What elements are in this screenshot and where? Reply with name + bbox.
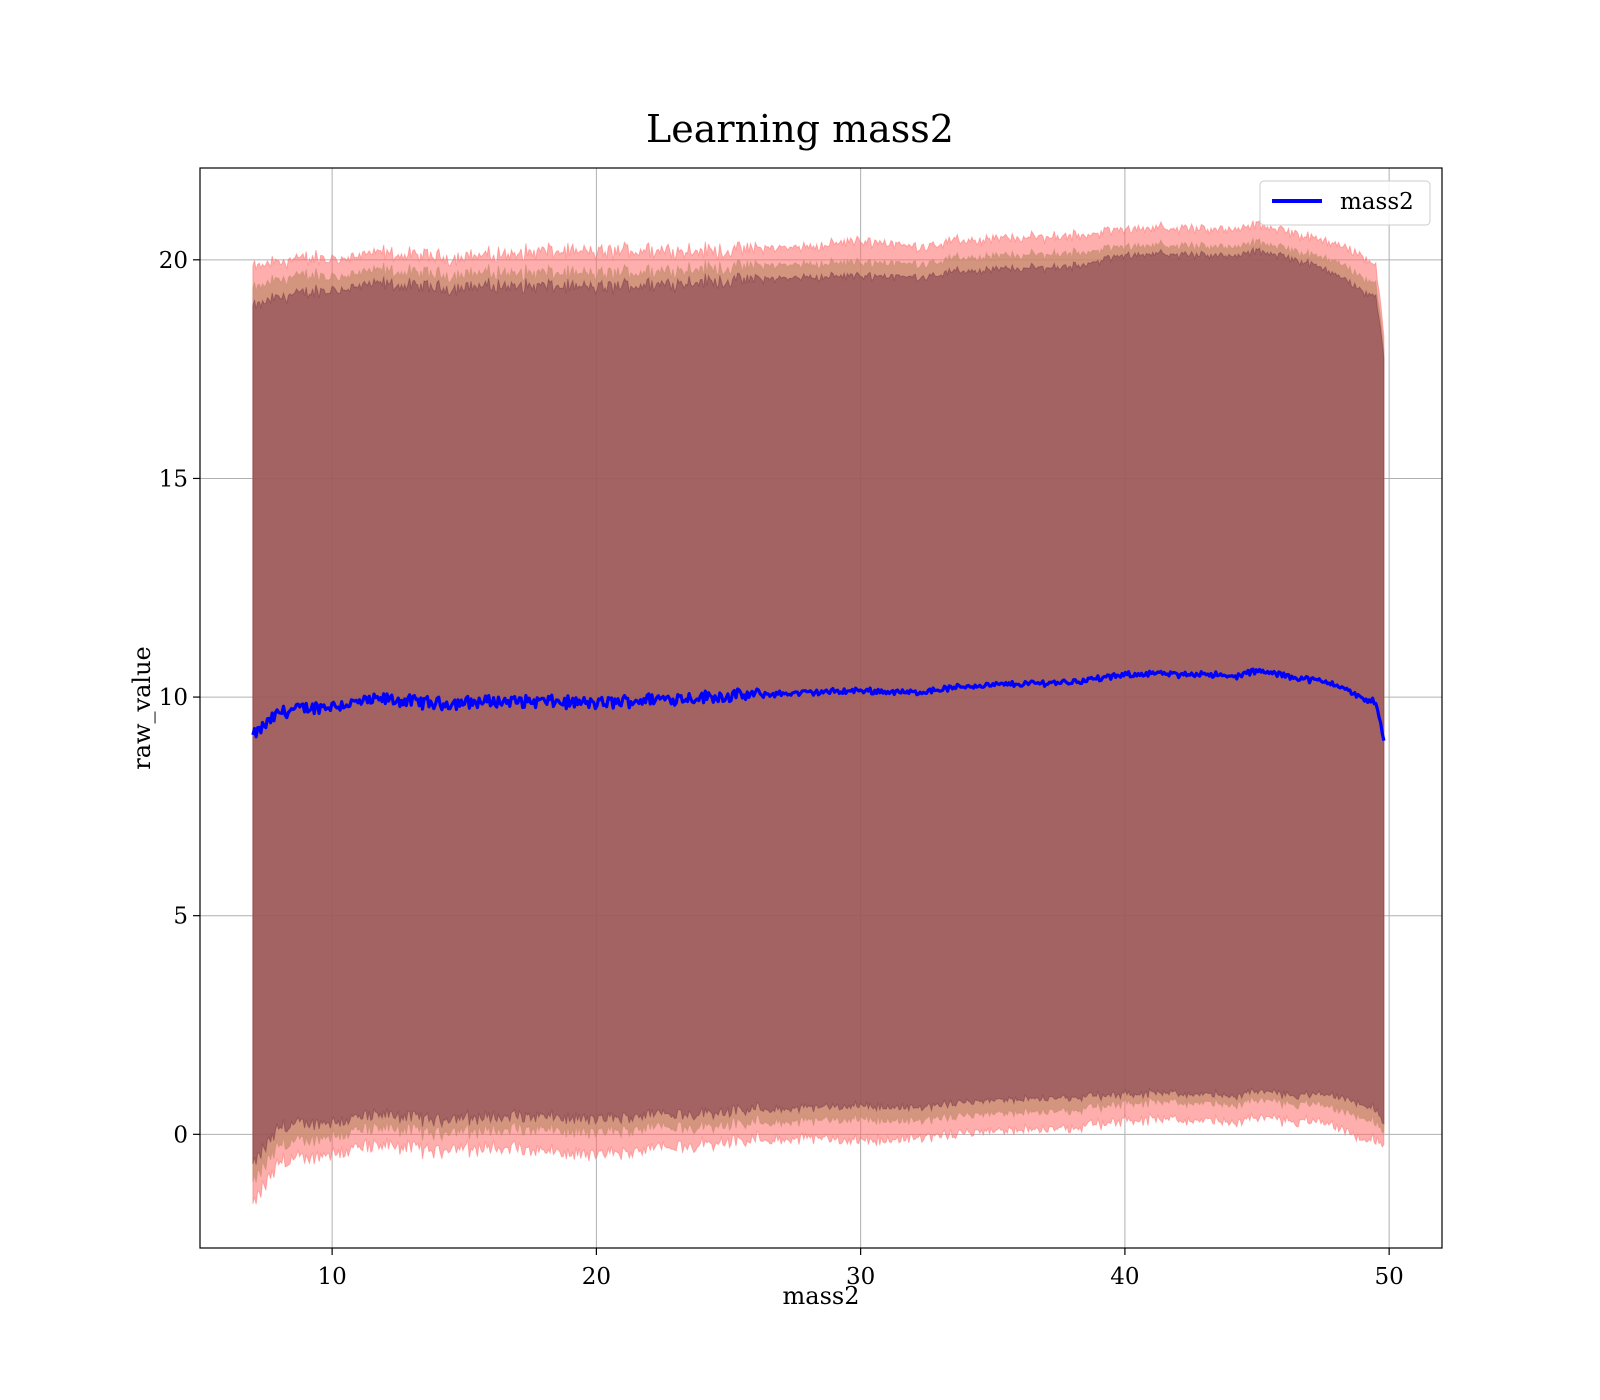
x-tick-label: 30 — [846, 1264, 875, 1290]
y-tick-label: 10 — [159, 685, 188, 711]
x-tick-label: 50 — [1375, 1264, 1404, 1290]
band-inner — [252, 246, 1385, 1165]
y-tick-label: 20 — [159, 248, 188, 274]
axis-ticks: 10 20 30 40 50 0 5 10 15 20 — [159, 248, 1404, 1290]
x-tick-label: 40 — [1110, 1264, 1139, 1290]
legend-box — [1259, 180, 1431, 226]
y-tick-label: 0 — [173, 1122, 188, 1148]
x-tick-label: 10 — [317, 1264, 346, 1290]
series-line-mass2 — [251, 667, 1386, 742]
y-tick-label: 15 — [159, 466, 188, 492]
y-tick-label: 5 — [173, 904, 188, 930]
plot-frame — [199, 167, 1443, 1249]
x-axis-label: mass2 — [783, 1282, 860, 1310]
chart-title: Learning mass2 — [646, 107, 954, 151]
uncertainty-bands — [252, 220, 1385, 1205]
legend-entry-mass2: mass2 — [1340, 189, 1414, 215]
legend: mass2 — [1259, 180, 1431, 226]
y-axis-label: raw_value — [128, 646, 156, 770]
series-lines — [251, 667, 1386, 742]
x-tick-label: 20 — [582, 1264, 611, 1290]
